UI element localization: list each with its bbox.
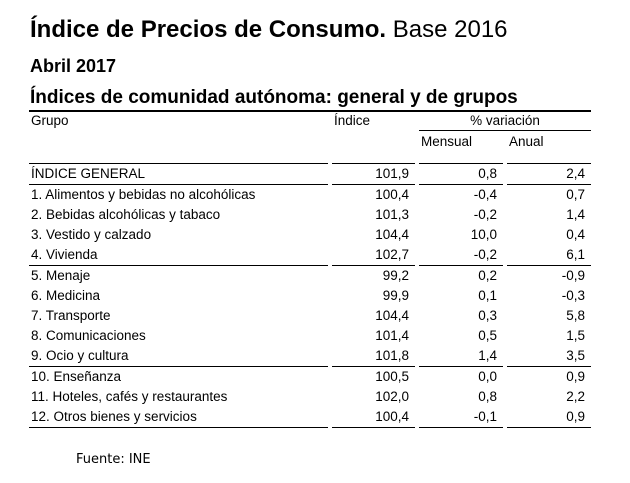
row-mensual: 0,0 [478,369,497,384]
row-mensual: 1,4 [419,346,503,367]
table-row: 5. Menaje 99,2 0,2 -0,9 [29,266,591,287]
header-anual: Anual [509,134,544,149]
row-mensual: 0,8 [478,389,497,404]
table-row: 12. Otros bienes y servicios 100,4 -0,1 0,9 [29,407,592,428]
table-row: 10. Enseñanza 100,5 0,0 0,9 [29,367,591,388]
row-name: 3. Vestido y calzado [31,227,152,242]
row-name: 12. Otros bienes y servicios [29,407,328,428]
row-anual: 0,9 [507,407,592,428]
row-indice: 101,3 [375,207,409,222]
ipc-table: Grupo Índice % variación Mensual Anual Í… [29,112,592,428]
row-mensual: -0,1 [419,407,503,428]
row-anual: -0,9 [561,268,586,283]
row-mensual: 0,1 [478,288,497,303]
row-anual: 0,4 [566,227,586,242]
table-row: 9. Ocio y cultura 101,8 1,4 3,5 [29,346,592,367]
row-anual: 0,7 [566,187,586,202]
header-mensual: Mensual [421,134,473,149]
row-name: 2. Bebidas alcohólicas y tabaco [31,207,221,222]
row-anual: 2,2 [566,389,586,404]
row-mensual: -0,4 [473,187,497,202]
row-mensual: -0,2 [419,245,503,266]
row-indice: 99,9 [382,288,409,303]
row-name: 11. Hoteles, cafés y restaurantes [31,389,228,404]
row-mensual: 0,5 [478,328,497,343]
row-indice: 101,8 [332,346,415,367]
row-anual: 3,5 [507,346,592,367]
table-top-rule [29,110,591,112]
document-subtitle: Abril 2017 [30,56,117,76]
source-note: Fuente: INE [76,452,151,467]
table-row: 6. Medicina 99,9 0,1 -0,3 [29,286,591,306]
row-name: 8. Comunicaciones [31,328,146,343]
title-main: Índice de Precios de Consumo. [30,16,387,43]
table-row: 4. Vivienda 102,7 -0,2 6,1 [29,245,592,266]
document-title: Índice de Precios de Consumo. Base 2016 [30,16,508,44]
row-indice: 100,4 [375,187,409,202]
table-row: 1. Alimentos y bebidas no alcohólicas 100… [29,185,591,206]
row-indice: 102,0 [375,389,409,404]
header-variacion: % variación [419,112,592,131]
row-name: 6. Medicina [31,288,101,303]
row-mensual: 0,8 [419,163,503,185]
row-anual: 0,9 [566,369,586,384]
row-indice: 104,4 [375,308,409,323]
row-name: 4. Vivienda [29,245,328,266]
row-name: 10. Enseñanza [31,369,122,384]
table-row: 7. Transporte 104,4 0,3 5,8 [29,306,591,326]
header-indice: Índice [334,113,371,129]
table-row: 2. Bebidas alcohólicas y tabaco 101,3 -0,2… [29,205,591,225]
row-name: 1. Alimentos y bebidas no alcohólicas [31,187,256,202]
row-anual: 2,4 [507,163,592,185]
header-grupo: Grupo [31,113,69,128]
row-indice: 101,4 [375,328,409,343]
row-anual: 1,5 [566,328,586,343]
row-indice: 99,2 [382,268,409,283]
row-indice: 100,4 [332,407,415,428]
row-indice: 104,4 [375,227,409,242]
table-heading: Índices de comunidad autónoma: general y… [30,87,518,108]
row-anual: 6,1 [507,245,592,266]
row-anual: 1,4 [566,207,586,222]
row-indice: 101,9 [332,163,415,185]
table-row: 8. Comunicaciones 101,4 0,5 1,5 [29,326,591,346]
row-name: 9. Ocio y cultura [29,346,328,367]
row-anual: -0,3 [561,288,586,303]
row-anual: 5,8 [566,308,586,323]
title-base: Base 2016 [386,16,508,43]
table-row: ÍNDICE GENERAL 101,9 0,8 2,4 [29,163,592,185]
table-row: 11. Hoteles, cafés y restaurantes 102,0 0,… [29,387,591,407]
row-name: ÍNDICE GENERAL [29,163,328,185]
row-mensual: 0,3 [478,308,497,323]
row-mensual: -0,2 [473,207,497,222]
row-indice: 100,5 [375,369,409,384]
row-name: 5. Menaje [31,268,91,283]
row-mensual: 0,2 [478,268,497,283]
table-row: 3. Vestido y calzado 104,4 10,0 0,4 [29,225,591,245]
row-mensual: 10,0 [470,227,497,242]
row-indice: 102,7 [332,245,415,266]
row-name: 7. Transporte [31,308,111,323]
